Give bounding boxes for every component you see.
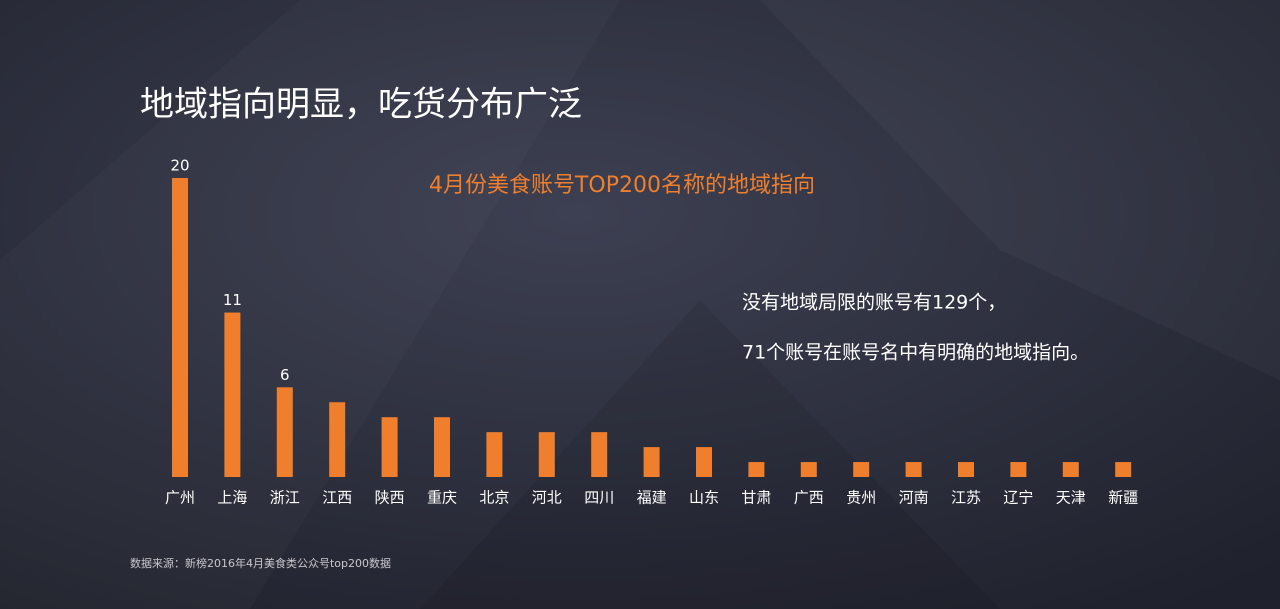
x-tick-label: 上海 — [217, 489, 247, 507]
x-tick-label: 贵州 — [846, 489, 876, 507]
source-note: 数据来源：新榜2016年4月美食类公众号top200数据 — [130, 556, 391, 570]
value-label: 20 — [170, 157, 189, 175]
bar — [434, 417, 450, 477]
bar — [958, 462, 974, 477]
x-tick-label: 山东 — [689, 489, 719, 507]
page-title: 地域指向明显，吃货分布广泛 — [140, 85, 582, 125]
x-tick-label: 江苏 — [951, 489, 981, 507]
x-tick-label: 重庆 — [427, 489, 457, 507]
value-label: 11 — [223, 291, 242, 309]
bar — [853, 462, 870, 477]
bar — [905, 462, 922, 477]
bar — [538, 432, 555, 477]
bar — [224, 312, 241, 477]
bar — [329, 402, 346, 477]
bar — [1010, 462, 1027, 477]
x-tick-label: 福建 — [637, 489, 667, 507]
x-tick-label: 辽宁 — [1003, 489, 1033, 507]
x-tick-label: 浙江 — [270, 489, 300, 507]
bar — [591, 432, 608, 477]
x-tick-label: 甘肃 — [741, 489, 771, 507]
chart-title: 4月份美食账号TOP200名称的地域指向 — [429, 173, 815, 198]
bar — [696, 447, 712, 477]
x-tick-label: 陕西 — [375, 489, 405, 507]
x-tick-label: 广州 — [165, 489, 195, 507]
bar — [1062, 462, 1079, 477]
annotation: 没有地域局限的账号有129个， — [742, 292, 1006, 314]
bar — [800, 462, 817, 477]
bar — [643, 447, 660, 477]
bar — [381, 417, 398, 477]
bar — [1115, 462, 1132, 477]
x-tick-label: 河北 — [532, 489, 562, 507]
x-tick-label: 四川 — [584, 489, 614, 507]
bar — [486, 432, 503, 477]
bar — [172, 178, 188, 477]
annotation: 71个账号在账号名中有明确的地域指向。 — [742, 342, 1089, 364]
value-label: 6 — [280, 366, 290, 384]
x-tick-label: 天津 — [1056, 489, 1086, 507]
x-tick-label: 广西 — [794, 489, 824, 507]
x-tick-label: 江西 — [322, 489, 352, 507]
x-tick-label: 河南 — [899, 489, 929, 507]
bar — [748, 462, 765, 477]
x-tick-label: 北京 — [479, 489, 509, 507]
x-tick-label: 新疆 — [1108, 489, 1138, 507]
bar — [276, 387, 293, 477]
